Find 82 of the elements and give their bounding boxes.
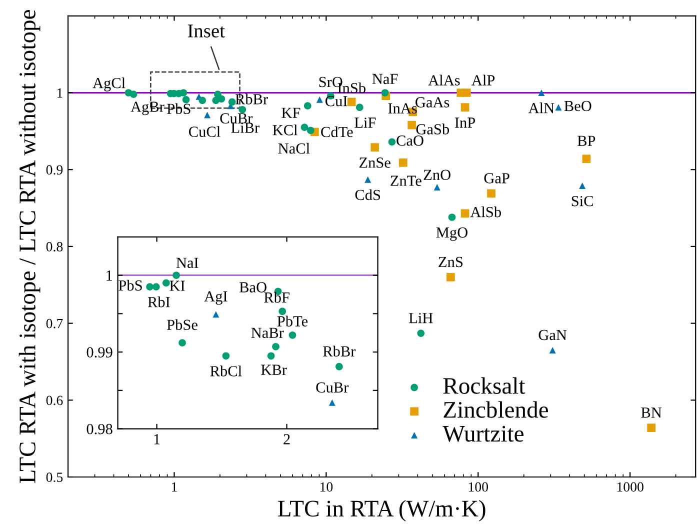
annotation: LiBr bbox=[231, 122, 260, 133]
y-axis-title: LTC RTA with isotope / LTC RTA without isotope bbox=[18, 10, 40, 483]
annotation: KCl bbox=[272, 124, 298, 136]
annotation: ZnTe bbox=[390, 176, 422, 186]
point bbox=[222, 352, 230, 360]
point bbox=[328, 399, 336, 406]
point bbox=[172, 272, 180, 279]
y-tick-label: 0.8 bbox=[46, 242, 63, 252]
y-tick-label: 0.6 bbox=[46, 396, 63, 406]
point bbox=[272, 342, 280, 350]
annotation: MgO bbox=[436, 227, 468, 241]
annotation: Inset bbox=[188, 24, 225, 38]
annotation: BN bbox=[641, 408, 662, 418]
legend-label: Zincblende bbox=[444, 401, 548, 418]
y-tick-label: 0.98 bbox=[86, 424, 112, 434]
annotation: InAs bbox=[388, 103, 417, 114]
annotation: InP bbox=[454, 118, 476, 128]
annotation: RbBr bbox=[323, 346, 356, 357]
annotation: NaI bbox=[176, 258, 198, 268]
point bbox=[152, 283, 160, 290]
annotation: AgCl bbox=[92, 77, 126, 92]
annotation: PbS bbox=[118, 280, 142, 291]
annotation: LiF bbox=[354, 118, 376, 128]
annotation: AlSb bbox=[470, 206, 501, 218]
annotation: SiC bbox=[572, 196, 593, 206]
y-tick-label: 0.7 bbox=[46, 318, 63, 328]
point bbox=[162, 279, 170, 287]
annotation: KF bbox=[282, 108, 300, 118]
annotation: CuI bbox=[325, 96, 348, 106]
y-tick-label: 0.99 bbox=[86, 347, 112, 358]
annotation: GaN bbox=[538, 330, 567, 340]
point bbox=[146, 283, 154, 290]
annotation: BP bbox=[578, 136, 596, 146]
x-tick-label: 100 bbox=[468, 482, 488, 492]
annotation: LiH bbox=[409, 312, 433, 324]
annotation: CdS bbox=[355, 189, 380, 200]
annotation: NaCl bbox=[278, 142, 310, 154]
annotation: PbSe bbox=[167, 319, 198, 330]
annotation: KBr bbox=[261, 364, 287, 375]
annotation: CdTe bbox=[321, 126, 353, 138]
legend-label: Rocksalt bbox=[443, 377, 526, 394]
point bbox=[178, 339, 186, 346]
x-tick-label: 1 bbox=[172, 482, 177, 492]
annotation: CaO bbox=[396, 135, 424, 146]
point bbox=[267, 352, 275, 360]
annotation: AlP bbox=[472, 74, 495, 86]
annotation: CuBr bbox=[316, 382, 349, 393]
annotation: RbBr bbox=[235, 94, 268, 104]
x-tick-label: 1000 bbox=[617, 482, 644, 492]
point bbox=[335, 362, 343, 370]
annotation: BaO bbox=[240, 282, 266, 292]
y-tick-label: 0.5 bbox=[46, 472, 63, 482]
annotation: CuBr bbox=[220, 113, 253, 124]
annotation: AlAs bbox=[428, 74, 460, 86]
annotation: AgBr bbox=[130, 102, 164, 116]
y-tick-label: 0.9 bbox=[46, 165, 63, 175]
point bbox=[212, 311, 220, 318]
annotation: AlN bbox=[528, 102, 554, 114]
annotation: GaSb bbox=[416, 124, 450, 134]
annotation: NaBr bbox=[251, 328, 284, 338]
x-tick-label: 10 bbox=[320, 482, 333, 492]
annotation: ZnSe bbox=[359, 158, 390, 168]
point bbox=[278, 308, 286, 316]
annotation: GaAs bbox=[416, 97, 450, 108]
x-tick-label: 2 bbox=[284, 434, 290, 444]
annotation: RbCl bbox=[210, 366, 242, 376]
annotation: RbF bbox=[264, 292, 290, 303]
annotation: BeO bbox=[564, 100, 592, 112]
x-axis-title: LTC in RTA (W/m·K) bbox=[278, 500, 486, 522]
annotation: NaF bbox=[372, 74, 398, 84]
point bbox=[288, 331, 296, 339]
annotation: KI bbox=[170, 280, 185, 291]
y-tick-label: 1 bbox=[57, 88, 62, 98]
annotation: AgI bbox=[204, 291, 228, 305]
annotation: RbI bbox=[148, 296, 170, 308]
annotation: ZnO bbox=[424, 170, 450, 180]
legend-label: Wurtzite bbox=[442, 426, 524, 442]
annotation: ZnS bbox=[438, 256, 462, 268]
y-tick-label: 1 bbox=[106, 270, 112, 281]
annotation: GaP bbox=[484, 173, 510, 184]
annotation: CuCl bbox=[188, 126, 220, 137]
annotation: PbTe bbox=[277, 316, 308, 326]
